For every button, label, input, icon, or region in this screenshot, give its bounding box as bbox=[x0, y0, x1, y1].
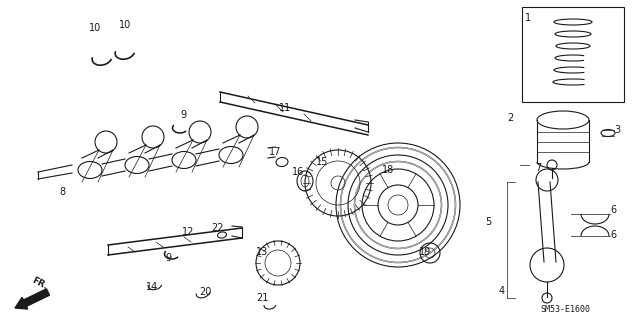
Text: 2: 2 bbox=[507, 113, 513, 123]
Text: 21: 21 bbox=[256, 293, 268, 303]
Text: 14: 14 bbox=[146, 282, 158, 292]
Text: 7: 7 bbox=[535, 163, 541, 173]
Text: 6: 6 bbox=[610, 205, 616, 215]
Text: 4: 4 bbox=[499, 286, 505, 296]
Bar bbox=[522, 7, 624, 102]
Text: 8: 8 bbox=[59, 187, 65, 197]
Text: 10: 10 bbox=[89, 23, 101, 33]
FancyArrow shape bbox=[15, 289, 49, 309]
Text: 12: 12 bbox=[182, 227, 194, 237]
Text: 3: 3 bbox=[614, 125, 620, 135]
Text: 17: 17 bbox=[269, 147, 281, 157]
Text: 13: 13 bbox=[256, 247, 268, 257]
Text: 22: 22 bbox=[212, 223, 224, 233]
Text: 18: 18 bbox=[382, 165, 394, 175]
Text: 6: 6 bbox=[610, 230, 616, 240]
Text: FR.: FR. bbox=[31, 276, 49, 292]
Text: SM53-E1600: SM53-E1600 bbox=[540, 306, 590, 315]
Text: 10: 10 bbox=[119, 20, 131, 30]
Text: 19: 19 bbox=[419, 247, 431, 257]
Text: 5: 5 bbox=[485, 217, 491, 227]
Text: 1: 1 bbox=[525, 13, 531, 23]
Text: 9: 9 bbox=[165, 253, 171, 263]
Text: 20: 20 bbox=[199, 287, 211, 297]
Text: 9: 9 bbox=[180, 110, 186, 120]
Text: 16: 16 bbox=[292, 167, 304, 177]
Text: 11: 11 bbox=[279, 103, 291, 113]
Text: 15: 15 bbox=[316, 157, 328, 167]
